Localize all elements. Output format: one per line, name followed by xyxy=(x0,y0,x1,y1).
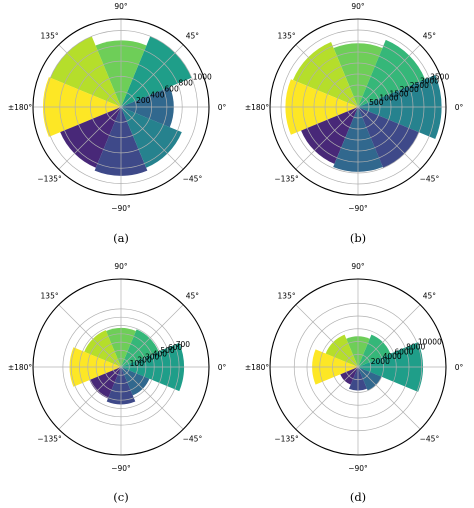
angle-tick-label: 90° xyxy=(351,262,365,271)
radial-tick-label: 400 xyxy=(153,349,168,358)
radial-tick-label: 300 xyxy=(145,352,160,361)
polar-chart-1: 0° 45° 90° 135° ±180° −135° −90° −45° 2004006008… xyxy=(8,2,227,245)
radial-tick-label: 500 xyxy=(369,98,384,107)
radial-tick-label: 1000 xyxy=(379,94,398,103)
polar-frame xyxy=(269,278,447,456)
radial-tick-label: 2000 xyxy=(371,357,390,366)
angle-tick-label: 0° xyxy=(455,363,464,372)
radial-tick-label: 2000 xyxy=(400,85,419,94)
angle-tick-label: −90° xyxy=(348,464,368,473)
angle-tick-label: −135° xyxy=(274,434,299,443)
angle-tick-label: −135° xyxy=(37,174,62,183)
angular-gridline xyxy=(295,106,359,170)
polar-frame xyxy=(32,18,210,196)
radial-tick-label: 800 xyxy=(179,79,194,88)
polar-frame xyxy=(269,18,447,196)
angle-tick-label: −45° xyxy=(183,174,203,183)
angle-tick-label: 135° xyxy=(278,32,296,41)
angular-gridline xyxy=(58,366,122,430)
angle-tick-label: 45° xyxy=(186,292,200,301)
angular-gridline xyxy=(58,304,122,368)
angle-tick-label: −135° xyxy=(274,174,299,183)
angular-gridline xyxy=(58,106,122,170)
angular-gridline xyxy=(295,366,359,430)
angle-tick-label: −45° xyxy=(420,434,440,443)
angle-tick-label: 45° xyxy=(186,32,200,41)
radial-tick-label: 10000 xyxy=(418,338,442,347)
radial-tick-label: 200 xyxy=(136,96,151,105)
angle-tick-label: −90° xyxy=(111,464,131,473)
angular-gridline xyxy=(120,44,184,108)
angular-gridline xyxy=(357,106,421,170)
angle-tick-label: 135° xyxy=(41,292,59,301)
radial-tick-label: 400 xyxy=(150,90,165,99)
angle-tick-label: 135° xyxy=(41,32,59,41)
polar-chart-4: 0° 45° 90° 135° ±180° −135° −90° −45° 2000400060… xyxy=(245,262,464,504)
radial-tick-label: 600 xyxy=(164,84,179,93)
angle-tick-label: ±180° xyxy=(8,103,33,112)
radial-tick-label: 4000 xyxy=(383,352,402,361)
angle-tick-label: −90° xyxy=(111,204,131,213)
radial-tick-label: 6000 xyxy=(394,347,413,356)
angle-tick-label: 0° xyxy=(218,363,227,372)
radial-tick-label: 3000 xyxy=(420,77,439,86)
radial-tick-label: 200 xyxy=(137,356,152,365)
polar-chart-2: 0° 45° 90° 135° ±180° −135° −90° −45° 5001000150… xyxy=(245,2,464,245)
angular-gridline xyxy=(58,44,122,108)
panel-caption: (d) xyxy=(350,490,366,504)
angle-tick-label: 0° xyxy=(218,103,227,112)
angle-tick-label: 90° xyxy=(351,2,365,11)
angle-tick-label: −135° xyxy=(37,434,62,443)
angle-tick-label: −45° xyxy=(420,174,440,183)
radial-tick-label: 3500 xyxy=(430,73,449,82)
angular-gridline xyxy=(120,106,184,170)
panel-caption: (a) xyxy=(113,231,129,245)
radial-tick-label: 2500 xyxy=(410,81,429,90)
panel-caption: (b) xyxy=(350,231,366,245)
radial-tick-label: 600 xyxy=(168,343,183,352)
angle-tick-label: 45° xyxy=(423,32,437,41)
angle-tick-label: −90° xyxy=(348,204,368,213)
angle-tick-label: 90° xyxy=(114,262,128,271)
radial-tick-label: 700 xyxy=(176,340,191,349)
angle-tick-label: −45° xyxy=(183,434,203,443)
angle-tick-label: 135° xyxy=(278,292,296,301)
angle-tick-label: ±180° xyxy=(245,363,270,372)
radial-tick-label: 100 xyxy=(130,359,145,368)
angular-gridline xyxy=(120,304,184,368)
radial-tick-label: 500 xyxy=(160,346,175,355)
angle-tick-label: ±180° xyxy=(8,363,33,372)
angle-tick-label: 45° xyxy=(423,292,437,301)
polar-chart-3: 0° 45° 90° 135° ±180° −135° −90° −45° 1002003004… xyxy=(8,262,227,504)
angular-gridline xyxy=(295,304,359,368)
radial-tick-label: 8000 xyxy=(406,342,425,351)
angular-gridline xyxy=(357,304,421,368)
angle-tick-label: 90° xyxy=(114,2,128,11)
angular-gridline xyxy=(357,44,421,108)
angular-gridline xyxy=(120,366,184,430)
angle-tick-label: 0° xyxy=(455,103,464,112)
radial-tick-label: 1000 xyxy=(193,73,212,82)
angle-tick-label: ±180° xyxy=(245,103,270,112)
angular-gridline xyxy=(295,44,359,108)
polar-frame xyxy=(32,278,210,456)
panel-caption: (c) xyxy=(113,490,128,504)
radial-tick-label: 1500 xyxy=(389,89,408,98)
angular-gridline xyxy=(357,366,421,430)
